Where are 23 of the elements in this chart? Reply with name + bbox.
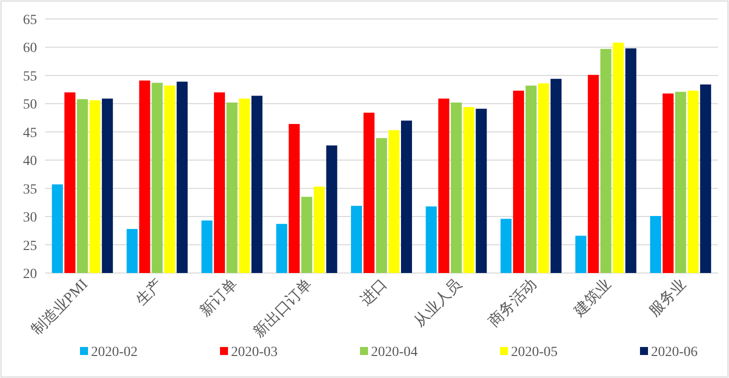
- y-tick-label: 40: [23, 154, 37, 170]
- legend-label: 2020-02: [91, 345, 138, 360]
- y-tick-label: 55: [23, 69, 37, 84]
- x-tick-label: 商务活动: [485, 276, 540, 330]
- y-tick-label: 50: [23, 98, 37, 113]
- y-tick-label: 35: [23, 182, 37, 198]
- legend-label: 2020-04: [371, 345, 418, 360]
- legend-label: 2020-06: [651, 345, 698, 360]
- x-tick-label: 新出口订单: [250, 276, 316, 341]
- y-tick-label: 65: [23, 13, 37, 28]
- y-tick-label: 20: [23, 267, 37, 282]
- x-tick-label: 生产: [132, 276, 166, 310]
- x-tick-label: 进口: [357, 276, 390, 310]
- y-tick-label: 60: [23, 41, 37, 56]
- x-tick-label: 服务业: [646, 276, 690, 320]
- x-tick-label: 从业人员: [410, 276, 466, 330]
- y-tick-label: 25: [23, 238, 37, 254]
- x-tick-label: 建筑业: [570, 276, 615, 320]
- x-tick-label: 新订单: [196, 276, 241, 320]
- legend-label: 2020-05: [511, 345, 558, 360]
- y-tick-label: 45: [23, 126, 37, 141]
- legend-label: 2020-03: [231, 345, 278, 360]
- y-tick-label: 30: [23, 210, 37, 226]
